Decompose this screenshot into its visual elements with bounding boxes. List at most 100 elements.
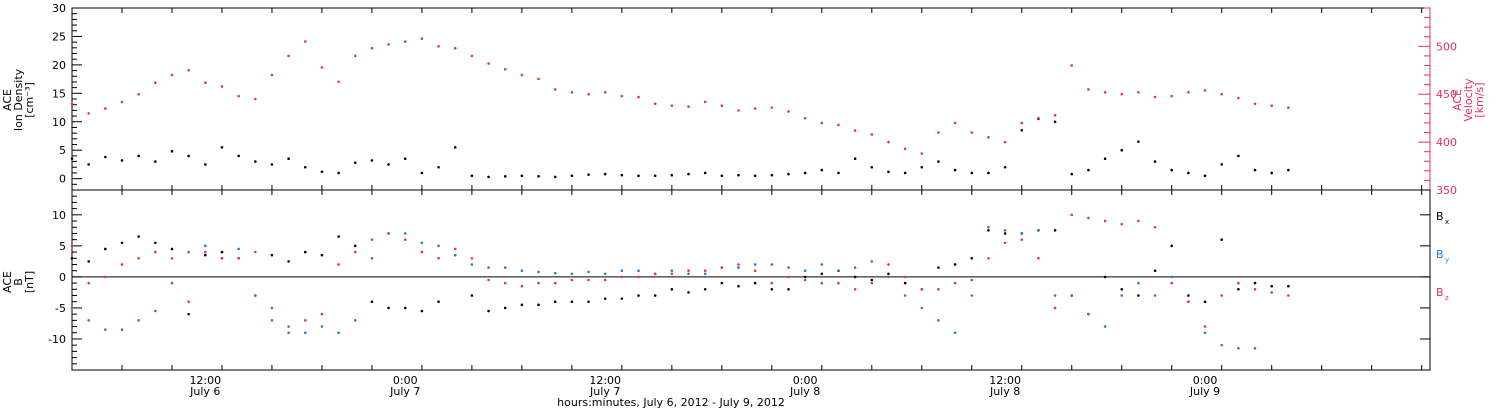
data-point-left [503, 175, 507, 178]
data-point-right [253, 97, 257, 101]
data-point-left [453, 146, 457, 149]
data-point-bx [620, 297, 624, 300]
data-point-bz [920, 288, 924, 291]
data-point-right [1270, 104, 1274, 108]
data-point-by [937, 319, 940, 322]
data-point-by [1037, 229, 1040, 232]
data-point-left [120, 159, 124, 162]
data-point-right [154, 81, 157, 85]
data-point-bx [903, 281, 907, 285]
data-point-right [1187, 90, 1190, 94]
data-point-bz [1187, 300, 1190, 304]
data-point-by [620, 269, 624, 272]
data-point-left [803, 171, 807, 175]
data-point-bz [903, 275, 907, 279]
data-point-by [853, 266, 857, 269]
data-point-by [687, 272, 690, 276]
data-point-bz [603, 278, 607, 282]
data-point-left [1137, 140, 1140, 143]
data-point-bx [1203, 300, 1207, 304]
legend-label: B [1436, 248, 1444, 261]
data-point-bz [1287, 294, 1290, 297]
data-point-left [737, 173, 740, 177]
data-point-bz [703, 269, 707, 272]
data-point-bx [1187, 294, 1190, 297]
data-point-bx [220, 250, 224, 254]
data-point-bx [753, 281, 757, 285]
data-point-right [520, 73, 524, 77]
time-tick-label: 12:00 [189, 374, 221, 387]
data-point-by [770, 263, 774, 266]
data-point-by [870, 260, 874, 263]
b-tick-label: -5 [55, 302, 66, 315]
data-point-right [987, 136, 990, 139]
data-point-bx [1153, 269, 1157, 272]
data-point-by [353, 319, 357, 322]
data-point-bz [303, 319, 307, 322]
velocity-tick-label: 350 [1436, 184, 1457, 197]
time-tick-label: 12:00 [589, 374, 621, 387]
data-point-right [687, 105, 690, 108]
data-point-left [820, 168, 824, 172]
data-point-bz [453, 247, 457, 251]
data-point-left [953, 168, 957, 172]
data-point-bx [303, 250, 307, 254]
data-point-right [803, 116, 807, 120]
data-point-right [1153, 95, 1157, 99]
data-point-bx [703, 288, 707, 291]
data-point-left [154, 160, 157, 163]
data-point-right [1003, 140, 1007, 144]
data-point-bz [937, 288, 940, 291]
data-point-bz [753, 269, 757, 272]
data-point-right [337, 80, 340, 84]
data-point-bx [1237, 288, 1240, 291]
data-point-right [753, 107, 757, 110]
data-point-by [1053, 294, 1057, 297]
data-point-bz [870, 281, 874, 285]
data-point-right [703, 100, 707, 104]
bottom-panel-points [70, 213, 1290, 350]
data-point-bz [1120, 222, 1124, 226]
data-point-bz [670, 272, 674, 276]
data-point-by [104, 328, 107, 331]
data-point-bz [520, 284, 524, 288]
time-tick-label: July 8 [789, 385, 820, 398]
data-point-by [537, 270, 540, 274]
data-point-right [870, 133, 874, 136]
data-point-left [104, 155, 107, 159]
data-point-right [620, 94, 624, 98]
time-tick-label: July 8 [989, 385, 1020, 398]
data-point-bx [437, 300, 440, 304]
data-point-by [187, 250, 190, 254]
data-point-left [303, 165, 307, 169]
data-point-by [787, 266, 790, 269]
data-point-left [420, 171, 424, 175]
data-point-bz [770, 281, 774, 285]
data-point-by [204, 244, 207, 248]
data-point-right [953, 121, 957, 125]
data-point-left [403, 157, 407, 161]
data-point-right [70, 102, 74, 106]
data-point-left [687, 172, 690, 176]
data-point-by [303, 331, 307, 335]
data-point-right [820, 121, 824, 125]
data-point-bz [720, 266, 724, 269]
data-point-bz [820, 281, 824, 285]
x-axis-title: hours:minutes, July 6, 2012 - July 9, 20… [557, 396, 785, 409]
data-point-by [587, 270, 590, 274]
data-point-right [920, 152, 924, 155]
data-point-bz [387, 232, 390, 235]
data-point-bz [887, 263, 890, 266]
data-point-bz [170, 256, 174, 260]
data-point-bz [320, 312, 324, 316]
data-point-right [787, 110, 790, 113]
data-point-left [204, 163, 207, 166]
data-point-left [1187, 171, 1190, 175]
data-point-bx [953, 263, 957, 266]
data-point-left [1153, 160, 1157, 163]
data-point-left [1287, 168, 1290, 172]
data-point-bz [1087, 216, 1090, 220]
data-point-bz [437, 256, 440, 260]
data-point-right [1087, 88, 1090, 91]
data-point-right [937, 131, 940, 134]
